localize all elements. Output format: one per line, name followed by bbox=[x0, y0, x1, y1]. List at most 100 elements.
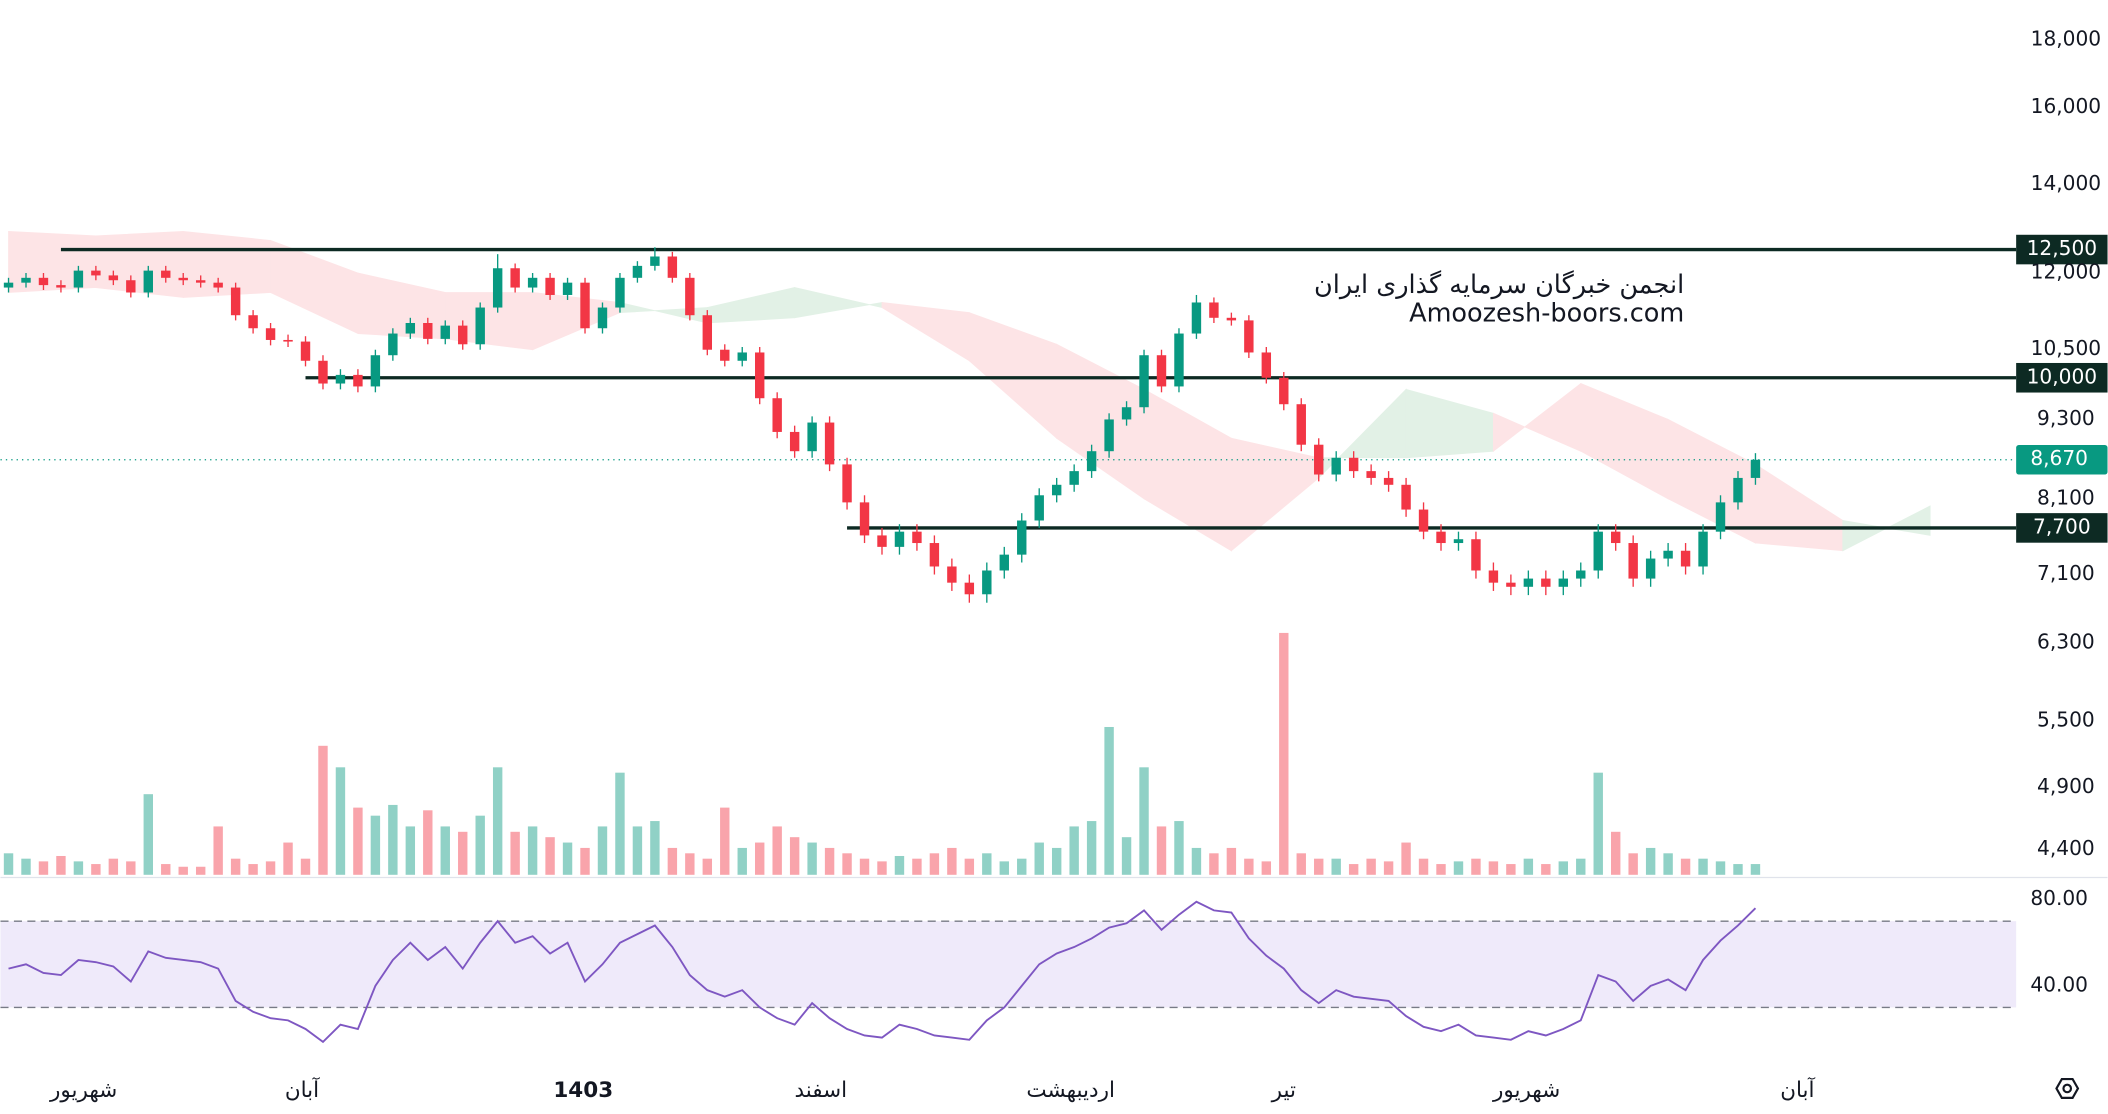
candle-body bbox=[1226, 317, 1237, 321]
candle-body bbox=[632, 265, 643, 278]
volume-bar bbox=[335, 767, 346, 875]
volume-bar bbox=[912, 858, 922, 875]
rsi-tick-label: 80.00 bbox=[2030, 886, 2088, 910]
candle-body bbox=[1017, 520, 1027, 555]
volume-bar bbox=[1593, 772, 1603, 875]
volume-bar bbox=[1348, 864, 1359, 875]
volume-bar bbox=[1576, 858, 1586, 875]
volume-bar bbox=[1314, 858, 1324, 875]
volume-bar bbox=[1645, 847, 1656, 875]
volume-bar bbox=[1558, 861, 1568, 875]
volume-bar bbox=[143, 794, 153, 875]
volume-bar bbox=[213, 826, 223, 875]
candle-body bbox=[318, 360, 328, 384]
volume-bar bbox=[1331, 858, 1341, 875]
volume-bar bbox=[1453, 861, 1464, 875]
candle-body bbox=[161, 270, 171, 278]
volume-bar bbox=[1663, 853, 1673, 875]
candle-body bbox=[1261, 352, 1272, 378]
volume-bar bbox=[73, 861, 84, 875]
level-label: 10,000 bbox=[2027, 364, 2097, 388]
rsi-line bbox=[8, 900, 1757, 1044]
candle-body bbox=[1418, 509, 1429, 532]
candle-body bbox=[1191, 302, 1202, 334]
volume-bar bbox=[265, 861, 276, 875]
candle-body bbox=[492, 268, 503, 308]
volume-bar bbox=[1401, 842, 1411, 875]
candle-body bbox=[1209, 302, 1219, 318]
candle-body bbox=[737, 352, 747, 361]
settings-icon[interactable] bbox=[2055, 1077, 2080, 1099]
candle-body bbox=[912, 531, 922, 544]
candle-body bbox=[1034, 495, 1044, 521]
x-tick-label: شهریور bbox=[49, 1078, 117, 1103]
rsi-tick-label: 40.00 bbox=[2030, 972, 2088, 996]
volume-bar bbox=[475, 815, 485, 875]
candle-body bbox=[1733, 477, 1743, 503]
candle-body bbox=[807, 422, 817, 452]
volume-bar bbox=[1523, 858, 1534, 875]
volume-bar bbox=[1698, 858, 1708, 875]
volume-bar bbox=[1121, 837, 1132, 875]
candle-body bbox=[667, 256, 678, 278]
candle-body bbox=[248, 315, 258, 329]
y-tick-label: 14,000 bbox=[2031, 171, 2101, 195]
candle-body bbox=[195, 280, 206, 283]
candle-body bbox=[1156, 355, 1167, 387]
volume-bar bbox=[1279, 632, 1289, 875]
candle-body bbox=[3, 282, 14, 288]
candle-body bbox=[1611, 531, 1621, 544]
volume-bar bbox=[283, 842, 293, 875]
volume-bar bbox=[1506, 864, 1516, 875]
candle-body bbox=[91, 270, 101, 276]
volume-bar bbox=[1296, 853, 1306, 875]
candle-body bbox=[1348, 457, 1359, 472]
volume-bar bbox=[161, 864, 171, 875]
volume-bar bbox=[21, 858, 31, 875]
volume-bar bbox=[772, 826, 782, 875]
volume-bar bbox=[126, 861, 136, 875]
candle-body bbox=[1471, 539, 1481, 571]
candle-body bbox=[1139, 355, 1149, 408]
candle-body bbox=[21, 277, 31, 283]
candle-body bbox=[38, 277, 49, 286]
volume-bar bbox=[440, 826, 450, 875]
last-price-label: 8,670 bbox=[2030, 446, 2088, 470]
candle-body bbox=[1628, 543, 1638, 579]
candle-body bbox=[1663, 550, 1673, 559]
candle-body bbox=[1296, 404, 1306, 445]
volume-bar bbox=[1750, 864, 1761, 875]
volume-bar bbox=[353, 807, 363, 875]
candle-body bbox=[1314, 444, 1324, 475]
y-tick-label: 12,000 bbox=[2031, 260, 2101, 284]
candle-body bbox=[1383, 477, 1394, 485]
level-label: 12,500 bbox=[2027, 236, 2097, 260]
candle-body bbox=[335, 374, 346, 384]
volume-bar bbox=[1471, 858, 1481, 875]
level-label-box bbox=[2016, 513, 2108, 543]
candle-body bbox=[545, 277, 555, 295]
volume-bar bbox=[1174, 821, 1184, 875]
volume-bar bbox=[56, 855, 66, 875]
candle-body bbox=[842, 464, 852, 503]
candle-body bbox=[108, 275, 119, 281]
candle-body bbox=[300, 341, 311, 361]
volume-bar bbox=[300, 858, 311, 875]
volume-bar bbox=[597, 826, 608, 875]
x-tick-label: آبان bbox=[1780, 1076, 1815, 1103]
volume-bar bbox=[1104, 726, 1114, 875]
level-label: 7,700 bbox=[2033, 514, 2091, 538]
volume-bar bbox=[388, 804, 398, 875]
candle-body bbox=[964, 582, 975, 595]
x-tick-label: آبان bbox=[285, 1076, 320, 1103]
candle-body bbox=[230, 287, 241, 316]
y-tick-label: 6,300 bbox=[2037, 630, 2095, 654]
volume-bar bbox=[842, 853, 852, 875]
volume-bar bbox=[999, 861, 1009, 875]
volume-bar bbox=[108, 858, 119, 875]
candle-body bbox=[1174, 333, 1184, 387]
volume-bar bbox=[1366, 858, 1376, 875]
volume-bar bbox=[527, 826, 538, 875]
candle-body bbox=[929, 543, 940, 567]
candle-body bbox=[73, 270, 84, 288]
